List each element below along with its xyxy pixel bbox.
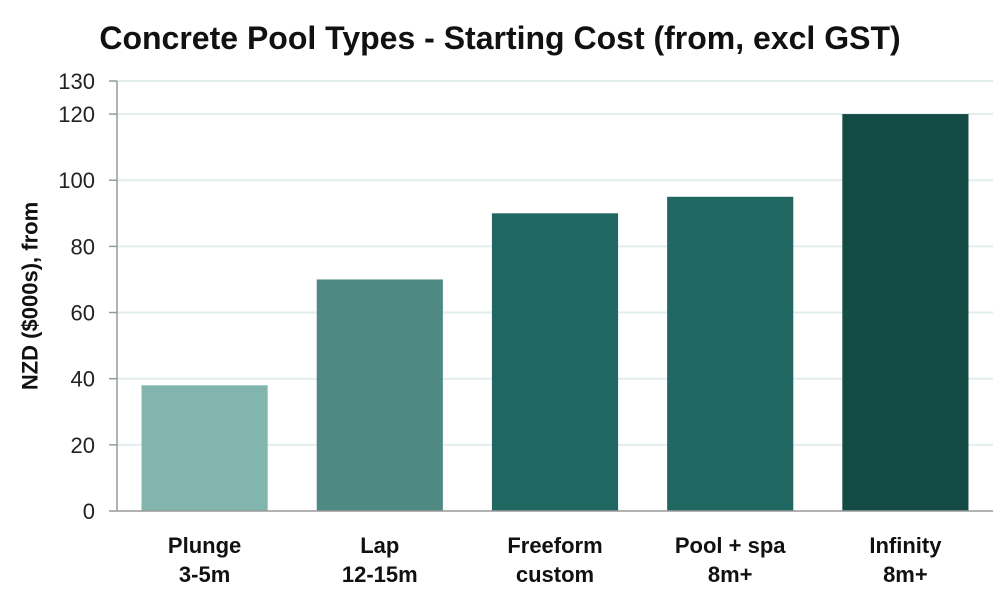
bar [491,213,619,512]
y-tick-label: 130 [58,69,95,94]
x-tick-label: Plunge [168,533,241,558]
x-tick-label: 8m+ [708,562,753,587]
y-axis-title: NZD ($000s), from [18,202,43,390]
bars [141,114,969,512]
y-tick-label: 20 [71,433,95,458]
y-tick-label: 120 [58,102,95,127]
y-tick-label: 0 [83,499,95,524]
y-tick-label: 80 [71,234,95,259]
bar [141,385,268,511]
y-tick-label: 100 [58,168,95,193]
x-tick-label: Infinity [869,533,942,558]
axes [109,80,993,512]
bar [842,114,969,512]
x-tick-label: Pool + spa [675,533,786,558]
chart-title: Concrete Pool Types - Starting Cost (fro… [99,20,901,56]
y-tick-label: 60 [71,301,95,326]
x-tick-labels: Plunge 3-5m Lap 12-15m Freeform custom Pool + … [168,533,942,587]
x-tick-label: custom [516,562,594,587]
y-tick-label: 40 [71,367,95,392]
x-tick-label: Freeform [507,533,602,558]
x-tick-label: 8m+ [883,562,928,587]
bar [316,279,443,511]
x-tick-label: 3-5m [179,562,230,587]
x-tick-label: 12-15m [342,562,418,587]
bar [667,196,794,511]
x-tick-label: Lap [360,533,399,558]
y-tick-labels: 0 20 40 60 80 100 120 130 [58,69,95,524]
